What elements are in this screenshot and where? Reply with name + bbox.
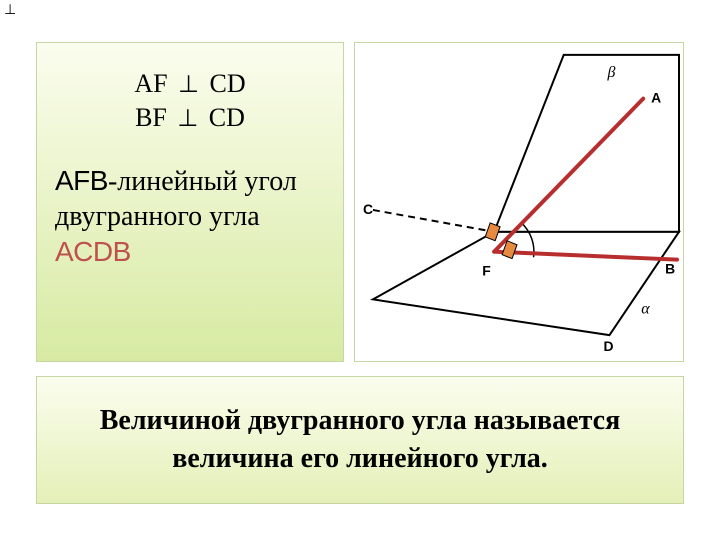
corner-perp-mark: ⊥ [4, 2, 16, 19]
bottom-panel: Величиной двугранного угла называется ве… [36, 376, 684, 504]
description-paragraph: AFB-линейный угол двугранного угла ACDB [55, 163, 325, 270]
bf-label: BF [135, 103, 167, 132]
relation-line-2: BF ⊥ CD [55, 101, 325, 135]
perp-symbol-2: ⊥ [177, 104, 198, 135]
acdb-label: ACDB [55, 236, 131, 267]
definition-text: Величиной двугранного угла называется ве… [77, 402, 643, 478]
relation-line-1: AF ⊥ CD [55, 67, 325, 101]
svg-text:F: F [482, 263, 491, 279]
cd-label-1: CD [210, 69, 246, 98]
svg-text:α: α [641, 300, 650, 317]
dihedral-diagram: A B C D Fβ α [355, 43, 683, 361]
text-panel: AF ⊥ CD BF ⊥ CD AFB-линейный угол двугра… [36, 42, 344, 362]
svg-text:A: A [651, 90, 661, 106]
svg-text:D: D [603, 338, 613, 354]
af-label: AF [134, 69, 167, 98]
svg-text:β: β [606, 64, 615, 81]
svg-text:B: B [665, 261, 675, 277]
cd-label-2: CD [209, 103, 245, 132]
perp-symbol-1: ⊥ [178, 70, 199, 101]
top-row: AF ⊥ CD BF ⊥ CD AFB-линейный угол двугра… [36, 42, 684, 362]
svg-text:C: C [363, 201, 373, 217]
afb-label: AFB [55, 165, 108, 196]
diagram-panel: A B C D Fβ α [354, 42, 684, 362]
